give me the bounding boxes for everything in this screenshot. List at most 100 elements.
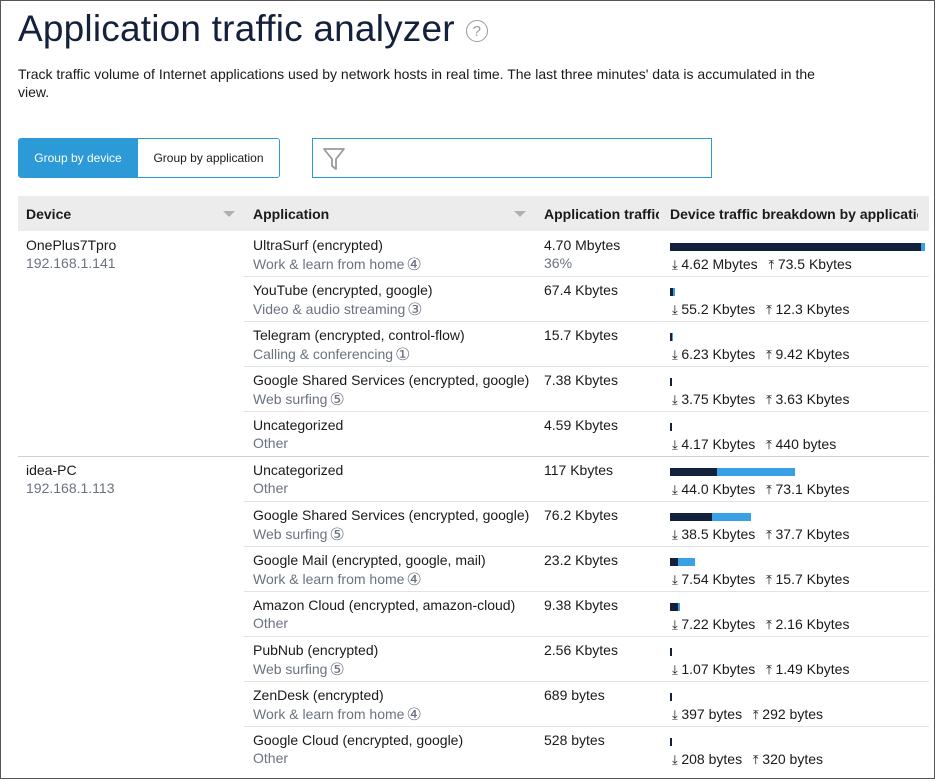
table-row[interactable]: Amazon Cloud (encrypted, amazon-cloud) Ot…	[244, 591, 929, 637]
app-name: YouTube (encrypted, google)	[253, 282, 433, 298]
table-row[interactable]: ZenDesk (encrypted) Work & learn from hom…	[244, 681, 929, 727]
download-value: 3.75 Kbytes	[681, 391, 756, 407]
upload-arrow-icon: ⤒	[755, 482, 776, 497]
app-category-label: Video & audio streaming	[253, 301, 406, 317]
traffic-split: ⤓ 7.54 Kbytes ⤒ 15.7 Kbytes	[672, 571, 849, 588]
app-category-label: Other	[253, 750, 289, 766]
column-header-device[interactable]: Device	[26, 205, 72, 222]
download-value: 208 bytes	[681, 751, 743, 767]
app-traffic: 2.56 Kbytes	[544, 642, 618, 658]
download-value: 7.54 Kbytes	[681, 571, 756, 587]
app-category-label: Work & learn from home	[253, 256, 405, 272]
group-by-device-button[interactable]: Group by device	[19, 139, 137, 177]
app-category: Other	[253, 435, 288, 451]
table-row[interactable]: UltraSurf (encrypted) Work & learn from h…	[244, 231, 929, 277]
download-value: 4.62 Mbytes	[681, 256, 758, 272]
traffic-split: ⤓ 3.75 Kbytes ⤒ 3.63 Kbytes	[672, 391, 849, 408]
table-row[interactable]: YouTube (encrypted, google) Video & audio…	[244, 276, 929, 322]
app-name: Google Cloud (encrypted, google)	[253, 732, 464, 748]
column-header-traffic[interactable]: Application traffic	[544, 205, 659, 222]
app-traffic: 4.70 Mbytes	[544, 237, 621, 253]
app-category-label: Work & learn from home	[253, 571, 405, 587]
upload-value: 9.42 Kbytes	[775, 346, 850, 362]
app-name: Amazon Cloud (encrypted, amazon-cloud)	[253, 597, 516, 613]
table-header: Device Application Application traffic D…	[18, 196, 929, 231]
traffic-split: ⤓ 4.62 Mbytes ⤒ 73.5 Kbytes	[672, 256, 852, 273]
app-category-label: Work & learn from home	[253, 706, 405, 722]
help-icon[interactable]: ?	[465, 20, 488, 42]
traffic-split: ⤓ 55.2 Kbytes ⤒ 12.3 Kbytes	[672, 301, 849, 318]
traffic-breakdown-bar	[670, 288, 675, 296]
page-description: Track traffic volume of Internet applica…	[18, 66, 815, 100]
download-value: 6.23 Kbytes	[681, 346, 756, 362]
upload-arrow-icon: ⤒	[755, 572, 776, 587]
upload-arrow-icon: ⤒	[742, 752, 763, 767]
device-name[interactable]: OnePlus7Tpro	[26, 237, 117, 253]
upload-arrow-icon: ⤒	[757, 257, 778, 272]
app-category-label: Other	[253, 480, 289, 496]
group-by-application-button[interactable]: Group by application	[137, 139, 279, 177]
device-sort-caret-icon[interactable]	[223, 211, 235, 217]
app-category: Web surfing ⑤	[253, 525, 345, 545]
download-value: 38.5 Kbytes	[681, 526, 756, 542]
priority-badge-icon: ④	[406, 705, 422, 724]
priority-badge-icon: ③	[407, 300, 423, 319]
app-traffic: 689 bytes	[544, 687, 605, 703]
upload-bar-segment	[678, 558, 695, 566]
download-arrow-icon: ⤓	[672, 752, 682, 767]
table-row[interactable]: Google Shared Services (encrypted, googl…	[244, 366, 929, 412]
upload-arrow-icon: ⤒	[755, 437, 776, 452]
download-bar-segment	[670, 468, 717, 476]
table-row[interactable]: Google Shared Services (encrypted, googl…	[244, 501, 929, 547]
app-name: Google Shared Services (encrypted, googl…	[253, 507, 530, 523]
app-category: Video & audio streaming ③	[253, 300, 423, 320]
table-row[interactable]: Google Mail (encrypted, google, mail) Wor…	[244, 546, 929, 592]
table-row[interactable]: PubNub (encrypted) Web surfing ⑤ 2.56 Kbyte…	[244, 636, 929, 682]
app-name: Google Mail (encrypted, google, mail)	[253, 552, 486, 568]
table-row[interactable]: Google Cloud (encrypted, google) Other 528…	[244, 726, 929, 771]
filter-input[interactable]	[353, 143, 707, 175]
upload-value: 292 bytes	[762, 706, 823, 722]
upload-arrow-icon: ⤒	[755, 617, 776, 632]
app-traffic: 9.38 Kbytes	[544, 597, 618, 613]
upload-bar-segment	[711, 513, 752, 521]
traffic-split: ⤓ 44.0 Kbytes ⤒ 73.1 Kbytes	[672, 481, 849, 498]
app-traffic: 117 Kbytes	[544, 462, 614, 478]
traffic-breakdown-bar	[670, 378, 672, 386]
app-name: Uncategorized	[253, 462, 344, 478]
upload-arrow-icon: ⤒	[742, 707, 763, 722]
device-name[interactable]: idea-PC	[26, 462, 77, 478]
download-bar-segment	[670, 378, 672, 386]
group-mode-toggle: Group by device Group by application	[18, 138, 280, 178]
download-arrow-icon: ⤓	[672, 572, 682, 587]
filter-icon	[323, 148, 345, 170]
table-row[interactable]: Uncategorized Other 117 Kbytes ⤓ 44.0 Kbyte…	[244, 456, 929, 502]
traffic-split: ⤓ 7.22 Kbytes ⤒ 2.16 Kbytes	[672, 616, 849, 633]
app-traffic: 67.4 Kbytes	[544, 282, 618, 298]
column-header-breakdown[interactable]: Device traffic breakdown by application	[670, 205, 918, 222]
traffic-breakdown-bar	[670, 558, 695, 566]
app-category: Web surfing ⑤	[253, 660, 345, 680]
download-bar-segment	[670, 423, 672, 431]
download-value: 1.07 Kbytes	[681, 661, 756, 677]
filter-box[interactable]	[312, 138, 712, 178]
upload-arrow-icon: ⤒	[755, 527, 776, 542]
application-sort-caret-icon[interactable]	[514, 211, 526, 217]
download-arrow-icon: ⤓	[672, 707, 682, 722]
table-row[interactable]: Uncategorized Other 4.59 Kbytes ⤓ 4.17 Kbyt…	[244, 411, 929, 456]
traffic-breakdown-bar	[670, 423, 672, 431]
download-value: 55.2 Kbytes	[681, 301, 756, 317]
device-group-divider	[18, 456, 929, 457]
traffic-split: ⤓ 6.23 Kbytes ⤒ 9.42 Kbytes	[672, 346, 849, 363]
download-arrow-icon: ⤓	[672, 482, 682, 497]
download-value: 7.22 Kbytes	[681, 616, 756, 632]
column-header-application[interactable]: Application	[253, 205, 330, 222]
download-bar-segment	[670, 738, 672, 746]
app-category-label: Web surfing	[253, 526, 328, 542]
priority-badge-icon: ⑤	[329, 660, 345, 679]
table-row[interactable]: Telegram (encrypted, control-flow) Callin…	[244, 321, 929, 367]
app-name: PubNub (encrypted)	[253, 642, 379, 658]
device-ip: 192.168.1.141	[26, 255, 116, 271]
app-traffic: 15.7 Kbytes	[544, 327, 618, 343]
upload-arrow-icon: ⤒	[755, 302, 776, 317]
